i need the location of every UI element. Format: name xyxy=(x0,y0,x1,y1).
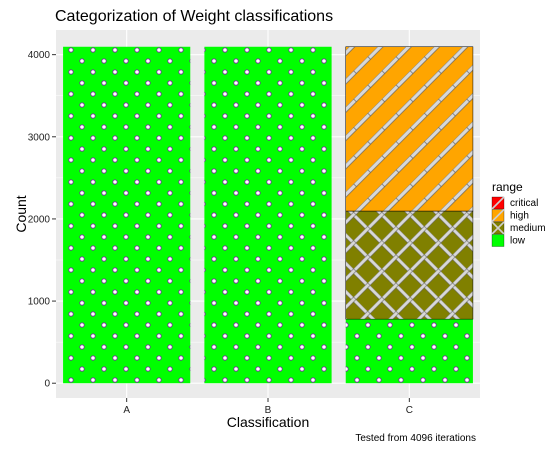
y-tick-label: 0 xyxy=(44,379,50,390)
legend-key-hatch xyxy=(491,196,505,210)
bar-pattern xyxy=(204,46,332,384)
legend-item-low: low xyxy=(491,234,526,247)
y-axis-title: Count xyxy=(13,195,29,232)
bar-pattern xyxy=(63,46,191,384)
bar-high-C xyxy=(345,46,474,212)
legend-key-hatch xyxy=(491,208,505,223)
caption: Tested from 4096 iterations xyxy=(355,433,476,444)
bar-medium-C xyxy=(345,210,474,320)
legend-label: high xyxy=(510,211,529,222)
legend-title: range xyxy=(492,180,523,194)
x-tick-label: C xyxy=(406,405,413,416)
legend-label: low xyxy=(510,236,526,247)
legend-label: medium xyxy=(510,223,546,234)
legend-item-critical: critical xyxy=(491,196,538,210)
y-tick-label: 1000 xyxy=(28,297,51,308)
legend-item-high: high xyxy=(491,208,529,223)
legend-key xyxy=(491,234,505,247)
x-tick-label: B xyxy=(265,405,272,416)
bar-pattern xyxy=(345,319,473,384)
chart-title: Categorization of Weight classifications xyxy=(55,8,333,25)
bar-pattern xyxy=(345,210,474,320)
y-tick-label: 4000 xyxy=(28,50,51,61)
x-axis: A B C xyxy=(123,398,413,416)
y-axis: 0 1000 2000 3000 4000 xyxy=(28,50,56,390)
y-tick-label: 3000 xyxy=(28,132,51,143)
bar-low-A xyxy=(63,46,191,384)
x-tick-label: A xyxy=(123,405,130,416)
legend-item-medium: medium xyxy=(491,221,546,235)
bars xyxy=(63,46,474,384)
bar-pattern xyxy=(345,46,474,212)
legend-label: critical xyxy=(510,198,538,209)
bar-low-C xyxy=(345,319,473,384)
legend-key-hatch xyxy=(491,221,505,235)
bar-low-B xyxy=(204,46,332,384)
x-axis-title: Classification xyxy=(227,414,309,430)
y-tick-label: 2000 xyxy=(28,214,51,225)
